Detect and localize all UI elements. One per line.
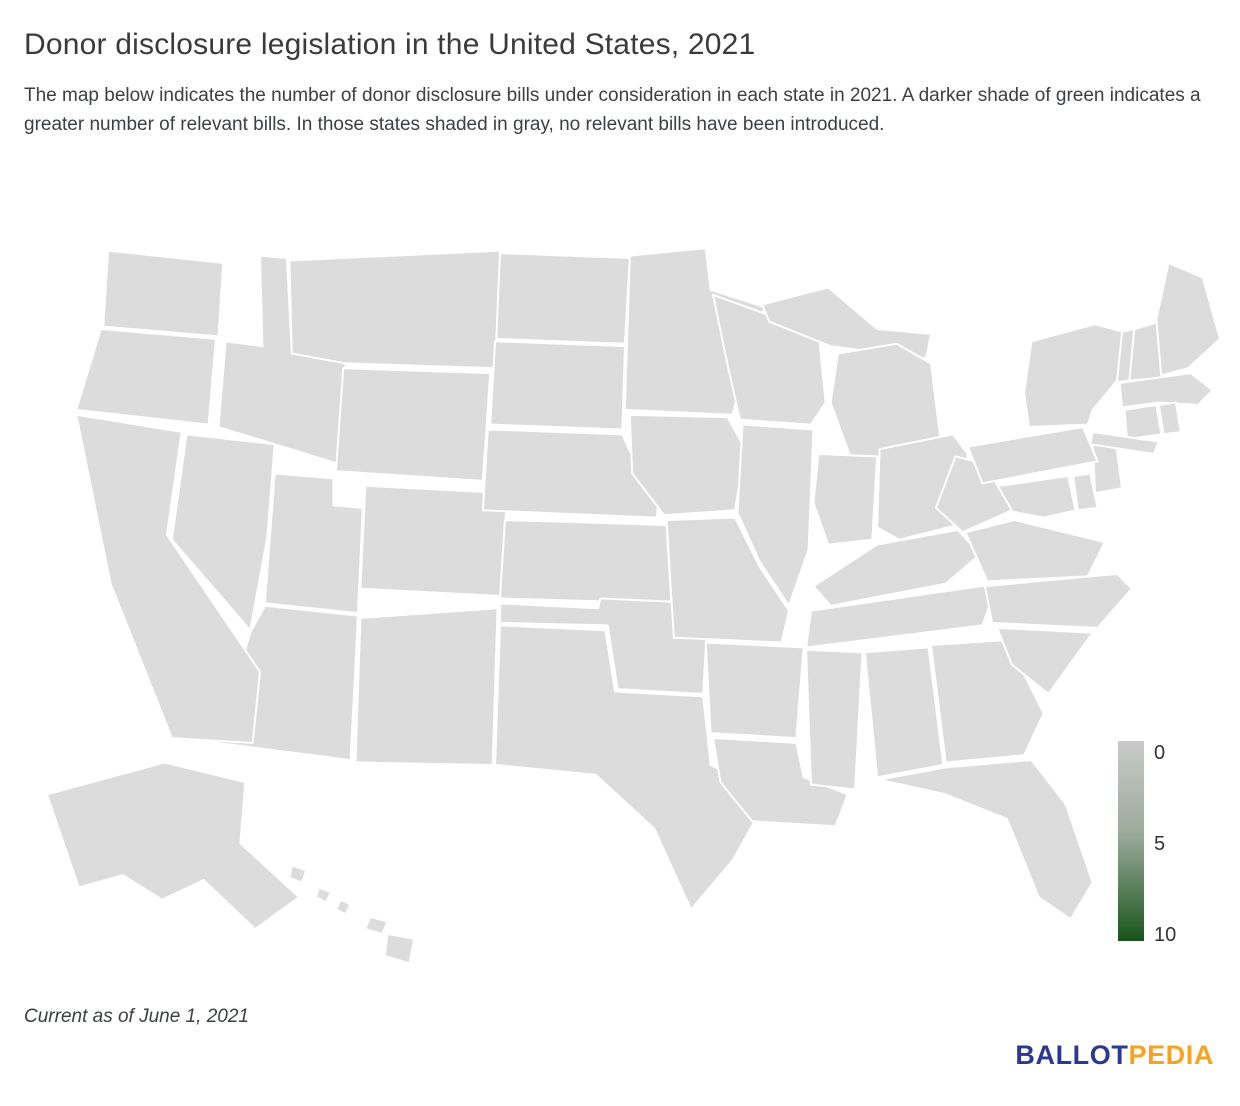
state-wyoming[interactable]	[334, 367, 492, 482]
state-mississippi[interactable]	[805, 648, 864, 791]
state-north-carolina[interactable]	[983, 572, 1133, 629]
state-maine[interactable]	[1155, 261, 1220, 377]
state-indiana[interactable]	[812, 452, 879, 546]
legend-tick-max: 10	[1154, 924, 1177, 946]
color-scale-legend: 0 5 10	[1118, 741, 1228, 956]
state-new-york[interactable]	[1023, 323, 1124, 428]
state-virginia[interactable]	[964, 519, 1106, 583]
state-louisiana[interactable]	[712, 737, 849, 828]
state-arkansas[interactable]	[704, 641, 805, 740]
state-hawaii[interactable]	[334, 898, 352, 916]
legend-gradient	[1118, 741, 1144, 941]
state-north-dakota[interactable]	[494, 252, 631, 345]
state-illinois[interactable]	[736, 423, 815, 607]
us-map-svg	[45, 247, 1220, 965]
state-georgia[interactable]	[930, 639, 1045, 764]
state-washington[interactable]	[102, 249, 225, 338]
logo-pedia-text: PEDIA	[1128, 1040, 1214, 1070]
state-new-mexico[interactable]	[354, 607, 499, 766]
state-tennessee[interactable]	[805, 582, 999, 649]
logo-ballot-text: BALLOT	[1015, 1040, 1129, 1070]
state-hawaii[interactable]	[315, 886, 332, 904]
map-description: The map below indicates the number of do…	[24, 85, 1201, 135]
state-missouri[interactable]	[665, 516, 790, 644]
state-california[interactable]	[75, 413, 261, 744]
ballotpedia-logo: BALLOTPEDIA	[1015, 1040, 1214, 1071]
state-iowa[interactable]	[628, 413, 746, 517]
header: Donor disclosure legislation in the Unit…	[0, 0, 1240, 140]
state-oregon[interactable]	[75, 328, 217, 426]
state-delaware[interactable]	[1072, 472, 1099, 512]
state-hawaii[interactable]	[288, 864, 308, 884]
state-montana[interactable]	[288, 249, 501, 370]
state-new-york-long-island[interactable]	[1089, 430, 1160, 455]
page-title: Donor disclosure legislation in the Unit…	[24, 28, 756, 61]
state-massachusetts[interactable]	[1118, 372, 1214, 409]
state-south-carolina[interactable]	[996, 626, 1094, 695]
state-texas[interactable]	[494, 624, 771, 911]
legend-tick-mid: 5	[1154, 833, 1166, 855]
state-south-dakota[interactable]	[489, 340, 626, 431]
state-hawaii[interactable]	[383, 932, 416, 965]
state-pennsylvania[interactable]	[966, 426, 1099, 485]
state-kansas[interactable]	[499, 519, 673, 605]
state-hawaii[interactable]	[364, 915, 389, 935]
legend-tick-min: 0	[1154, 742, 1166, 764]
current-as-of-note: Current as of June 1, 2021	[24, 1006, 249, 1027]
state-connecticut[interactable]	[1123, 404, 1163, 441]
state-florida[interactable]	[878, 759, 1094, 921]
state-nevada[interactable]	[170, 433, 276, 632]
state-alabama[interactable]	[863, 646, 945, 779]
us-choropleth-map: 0 5 10	[20, 196, 1220, 996]
state-alaska[interactable]	[45, 761, 301, 931]
state-michigan-upper[interactable]	[761, 286, 932, 360]
state-rhode-island[interactable]	[1157, 401, 1182, 436]
state-oklahoma[interactable]	[499, 597, 710, 695]
state-utah[interactable]	[263, 472, 364, 615]
